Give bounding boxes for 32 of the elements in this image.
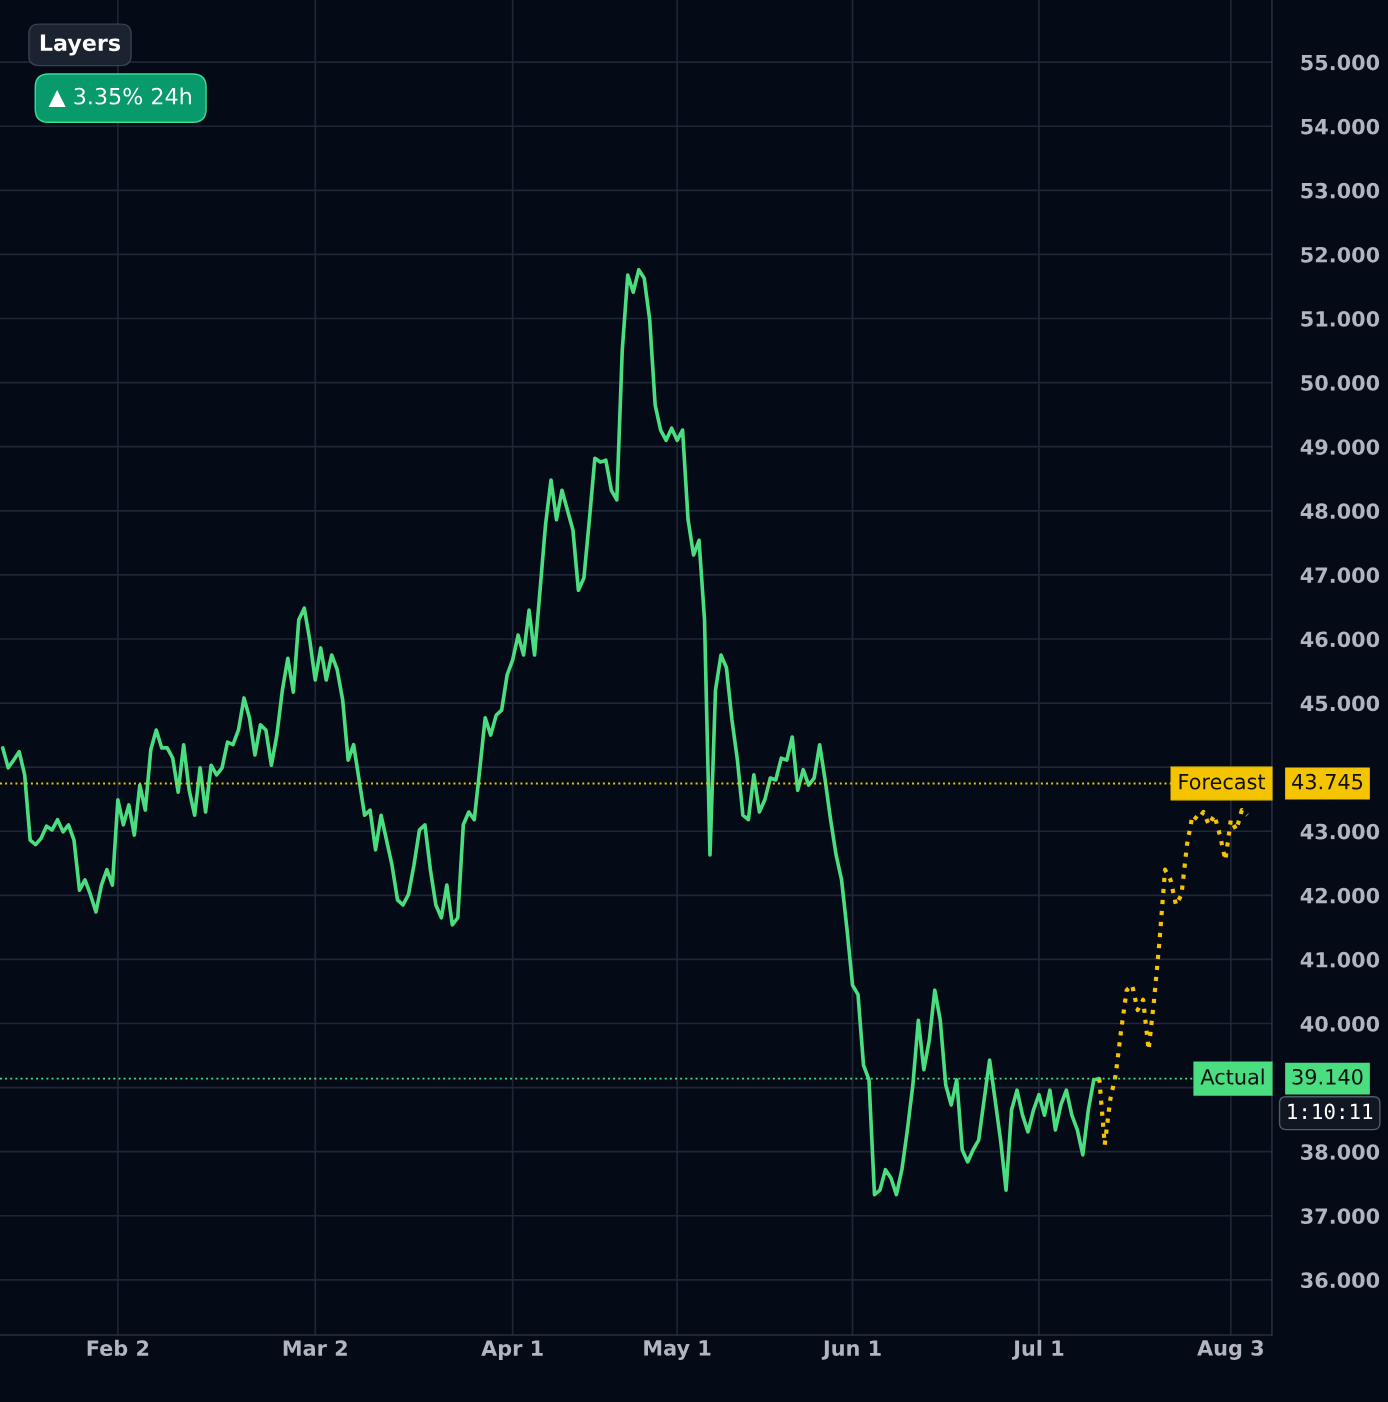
y-tick-label: 53.000: [1301, 182, 1380, 199]
x-tick-label: Mar 2: [283, 1340, 347, 1356]
y-tick-label: 42.000: [1300, 887, 1380, 904]
y-tick-label: 52.000: [1301, 246, 1380, 263]
y-tick-label: 46.000: [1300, 631, 1380, 648]
x-tick-label: Jul 1: [1012, 1339, 1064, 1360]
y-tick-label: 47.000: [1300, 567, 1380, 584]
y-tick-label: 54.000: [1301, 118, 1380, 135]
y-tick-label: 50.000: [1301, 375, 1380, 391]
x-tick-label: May 1: [644, 1340, 711, 1361]
y-tick-label: 38.000: [1301, 1144, 1380, 1160]
x-tick-label: Jun 1: [821, 1340, 881, 1360]
y-tick-label: 43.000: [1300, 823, 1380, 840]
y-tick-label: 49.000: [1300, 439, 1380, 455]
annotation: Layers: [40, 34, 121, 56]
y-tick-label: 41.000: [1300, 951, 1380, 968]
x-tick-label: Apr 1: [481, 1340, 543, 1361]
y-tick-label: 48.000: [1300, 503, 1380, 519]
y-tick-label: 36.000: [1301, 1272, 1380, 1289]
y-tick-label: 40.000: [1300, 1015, 1380, 1032]
y-tick-label: 55.000: [1301, 54, 1380, 71]
ref-line-label: Forecast: [1179, 774, 1266, 790]
y-tick-label: 45.000: [1300, 695, 1380, 712]
x-tick-label: Feb 2: [87, 1339, 149, 1356]
y-tick-label: 37.000: [1301, 1208, 1380, 1224]
y-tick-label: 51.000: [1301, 310, 1380, 327]
text: 1:10:11: [1288, 1103, 1373, 1120]
text: 39.140: [1292, 1068, 1363, 1085]
ref-line-label: Actual: [1200, 1068, 1264, 1085]
text: 43.745: [1292, 773, 1363, 790]
x-tick-label: Aug 3: [1197, 1340, 1263, 1361]
annotation: ▲ 3.35% 24h: [48, 87, 191, 108]
